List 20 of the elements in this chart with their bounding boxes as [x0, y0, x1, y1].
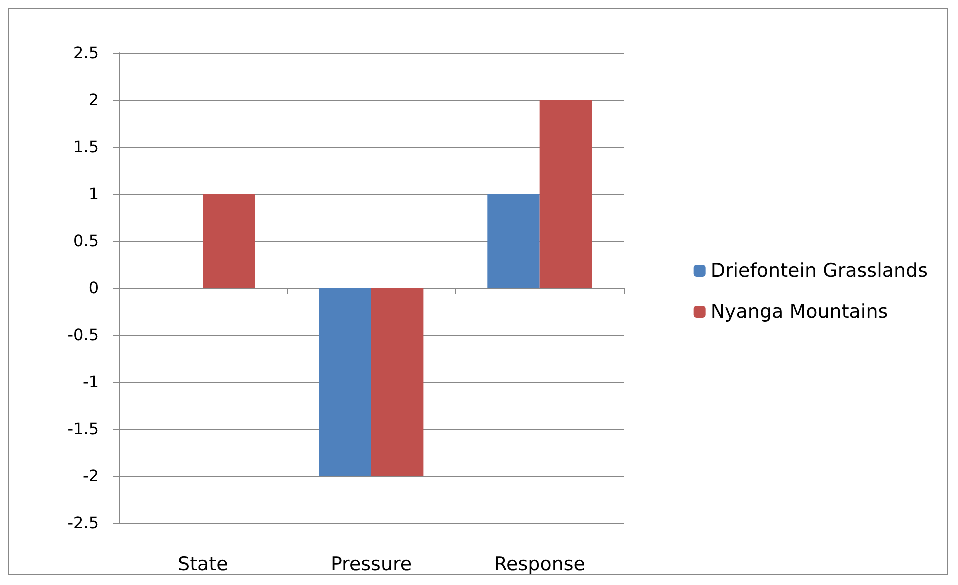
- bar: [372, 288, 424, 476]
- bar: [488, 194, 540, 288]
- bar: [203, 194, 256, 288]
- y-tick-label: 2: [88, 90, 99, 110]
- legend-label: Nyanga Mountains: [710, 301, 888, 323]
- y-tick-label: -2.5: [68, 514, 99, 532]
- y-tick-label: -0.5: [68, 326, 99, 344]
- bar: [319, 288, 372, 476]
- y-tick-label: 1.5: [74, 138, 99, 156]
- x-tick-label: Pressure: [330, 554, 412, 576]
- y-tick-label: 2.5: [74, 44, 99, 62]
- bar: [540, 100, 592, 288]
- y-tick-label: 0.5: [74, 232, 99, 250]
- y-tick-label: 0: [88, 278, 99, 298]
- y-tick-label: -1: [83, 372, 99, 392]
- legend-label: Driefontein Grasslands: [710, 260, 928, 282]
- y-tick-label: 1: [88, 184, 99, 204]
- y-tick-label: -2: [83, 466, 99, 486]
- x-tick-label: State: [178, 554, 228, 576]
- y-tick-label: -1.5: [68, 420, 99, 438]
